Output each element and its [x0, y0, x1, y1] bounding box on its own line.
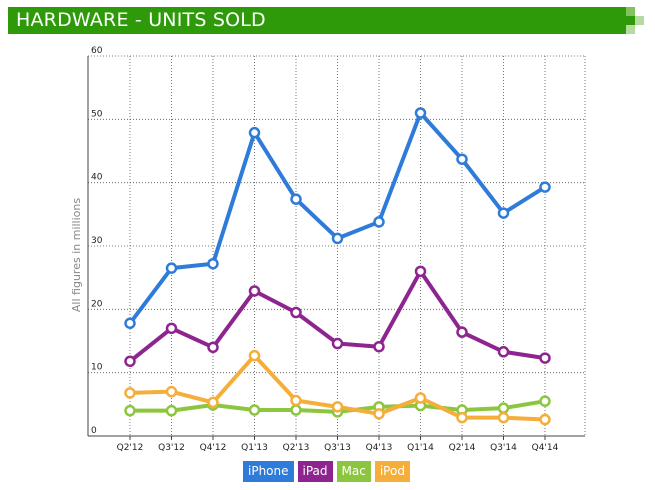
- legend-item-ipad[interactable]: iPad: [297, 461, 333, 482]
- axes: 0 10 20 30 40 50 60 Q2'12 Q3'12 Q4'12 Q1'13 Q2'13 Q3…: [87, 46, 586, 453]
- y-tick-label: 50: [91, 109, 103, 119]
- ipad-point[interactable]: [456, 326, 468, 338]
- corner-decoration: [626, 25, 635, 34]
- iphone-series: [124, 107, 551, 330]
- ipad-point[interactable]: [539, 352, 551, 364]
- iphone-point[interactable]: [165, 262, 178, 274]
- legend-item-ipod[interactable]: iPod: [374, 461, 410, 482]
- mac-point[interactable]: [165, 404, 178, 417]
- y-tick-label: 60: [91, 46, 103, 56]
- x-tick-label: Q3'14: [490, 443, 517, 453]
- iphone-point[interactable]: [207, 257, 219, 270]
- ipod-point[interactable]: [331, 401, 344, 413]
- x-tick-label: Q4'12: [200, 443, 227, 453]
- legend-item-mac[interactable]: Mac: [336, 461, 371, 482]
- x-tick-label: Q4'14: [532, 443, 559, 453]
- corner-decoration: [626, 7, 635, 16]
- ipod-point[interactable]: [497, 411, 510, 424]
- grid: [88, 55, 585, 436]
- ipad-point[interactable]: [497, 346, 510, 358]
- ipod-point[interactable]: [248, 349, 261, 362]
- ipod-point[interactable]: [539, 413, 551, 426]
- corner-decoration: [635, 16, 644, 25]
- ipod-point[interactable]: [456, 411, 468, 424]
- series-group: [124, 107, 551, 426]
- iphone-point[interactable]: [373, 216, 385, 228]
- x-tick-label: Q1'14: [407, 443, 434, 453]
- y-tick-label: 10: [91, 363, 103, 373]
- iphone-point[interactable]: [456, 153, 468, 165]
- y-tick-label: 20: [91, 299, 103, 309]
- ipad-point[interactable]: [290, 306, 302, 319]
- mac-point[interactable]: [248, 404, 261, 416]
- x-tick-label: Q1'13: [241, 443, 268, 453]
- ipod-point[interactable]: [414, 392, 427, 404]
- ipod-point[interactable]: [290, 394, 302, 407]
- ipad-series: [124, 265, 551, 368]
- ipad-point[interactable]: [248, 285, 261, 297]
- ipad-point[interactable]: [207, 341, 219, 354]
- y-tick-label: 0: [91, 426, 97, 436]
- x-tick-label: Q3'13: [324, 443, 351, 453]
- legend-item-iphone[interactable]: iPhone: [243, 461, 294, 482]
- mac-point[interactable]: [290, 404, 302, 416]
- iphone-point[interactable]: [331, 232, 344, 245]
- ipad-point[interactable]: [414, 265, 427, 278]
- corner-decoration: [626, 16, 635, 25]
- x-tick-label: Q3'12: [158, 443, 185, 453]
- x-tick-label: Q4'13: [366, 443, 393, 453]
- chart-title: HARDWARE - UNITS SOLD: [8, 7, 627, 34]
- iphone-point[interactable]: [414, 107, 427, 119]
- corner-decoration: [617, 7, 626, 16]
- iphone-point[interactable]: [124, 317, 136, 330]
- y-tick-label: 30: [91, 236, 103, 246]
- x-tick-label: Q2'12: [117, 443, 144, 453]
- ipod-point[interactable]: [124, 387, 136, 399]
- ipad-point[interactable]: [165, 322, 178, 335]
- mac-point[interactable]: [124, 404, 136, 417]
- y-axis-label: All figures in millions: [70, 198, 83, 312]
- x-tick-label: Q2'13: [283, 443, 310, 453]
- mac-point[interactable]: [497, 402, 510, 414]
- ipod-point[interactable]: [373, 408, 385, 420]
- iphone-point[interactable]: [248, 126, 261, 139]
- x-tick-label: Q2'14: [449, 443, 476, 453]
- mac-point[interactable]: [539, 395, 551, 407]
- ipod-series: [124, 349, 551, 426]
- ipad-point[interactable]: [373, 340, 385, 353]
- ipad-point[interactable]: [124, 355, 136, 368]
- legend: iPhone iPad Mac iPod: [243, 461, 410, 482]
- iphone-point[interactable]: [539, 181, 551, 193]
- ipod-point[interactable]: [207, 396, 219, 409]
- iphone-point[interactable]: [290, 193, 302, 205]
- ipod-point[interactable]: [165, 385, 178, 398]
- y-tick-label: 40: [91, 173, 103, 183]
- iphone-point[interactable]: [497, 207, 510, 219]
- ipad-point[interactable]: [331, 337, 344, 350]
